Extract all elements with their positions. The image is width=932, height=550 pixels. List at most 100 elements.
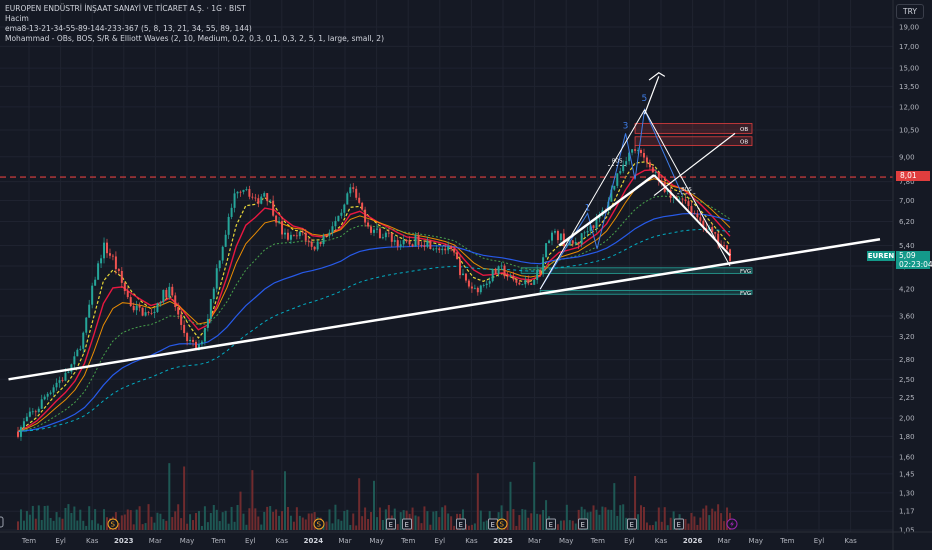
volume-bar (521, 509, 524, 530)
price-tick-label: 2,25 (899, 394, 915, 402)
candle-body (239, 191, 242, 193)
candle-body (269, 200, 272, 202)
volume-label[interactable]: Hacim (5, 14, 29, 23)
candle-body (37, 408, 40, 412)
volume-bar (192, 520, 195, 530)
candle-body (111, 255, 114, 257)
volume-bar (693, 516, 696, 530)
event-e-icon (456, 518, 466, 530)
volume-bar (260, 524, 263, 530)
candle-body (272, 200, 275, 216)
volume-bar (97, 523, 100, 530)
candle-body (556, 230, 559, 241)
candle-body (215, 268, 218, 289)
volume-bar (355, 525, 358, 530)
candle-body (373, 229, 375, 233)
candle-body (551, 232, 553, 241)
candle-body (402, 239, 405, 245)
volume-bar (367, 519, 370, 530)
time-tick-label: 2025 (493, 537, 513, 545)
candle-body (717, 233, 720, 245)
volume-bar (88, 506, 91, 530)
volume-bar (334, 504, 337, 530)
candle-body (485, 283, 488, 286)
currency-button[interactable]: TRY (896, 4, 924, 19)
ema-line (17, 228, 731, 433)
candle-body (625, 161, 628, 165)
volume-bar (444, 505, 447, 530)
volume-bar (375, 517, 378, 530)
volume-bar (34, 518, 37, 530)
price-tick-label: 1,45 (899, 470, 915, 478)
candle-body (203, 327, 206, 342)
trend-segment (558, 174, 655, 247)
arrow-head (648, 72, 666, 81)
candle-body (17, 431, 19, 437)
candle-body (242, 189, 245, 192)
candle-body (117, 269, 120, 271)
volume-bar (640, 505, 642, 530)
volume-bar (31, 505, 34, 530)
volume-bar (40, 519, 43, 530)
candle-body (224, 234, 227, 247)
candle-body (571, 240, 574, 244)
candle-body (411, 244, 414, 247)
candle-body (462, 273, 464, 276)
volume-bar (441, 507, 444, 530)
volume-bar (690, 512, 693, 530)
ema-lines (17, 161, 731, 433)
volume-bar (352, 513, 355, 530)
time-tick-label: Tem (210, 537, 225, 545)
time-tick-label: 2024 (304, 537, 324, 545)
candle-body (542, 257, 545, 275)
volume-bar (141, 524, 144, 530)
candle-body (456, 252, 459, 260)
volume-bar (263, 511, 266, 530)
wave-label: 5 (642, 94, 648, 104)
volume-bar (666, 525, 669, 530)
candle-body (82, 332, 85, 349)
candle-body (346, 193, 349, 205)
volume-bar (200, 525, 203, 530)
volume-bar (642, 506, 645, 530)
time-tick-label: 2023 (114, 537, 134, 545)
volume-bar (94, 509, 97, 530)
volume-bar (387, 505, 390, 530)
volume-bar (470, 524, 473, 530)
smc-indicator-label[interactable]: Mohammad - OBs, BOS, S/R & Elliott Waves… (5, 34, 385, 43)
zone-label: FVG (740, 291, 751, 297)
zone-label: OB (740, 127, 748, 133)
volume-bar (565, 504, 568, 530)
volume-bar (28, 514, 31, 530)
volume-bar (123, 514, 126, 530)
arrow-line (643, 76, 660, 115)
ema-indicator-label[interactable]: ema8-13-21-34-55-89-144-233-367 (5, 8, 1… (5, 24, 252, 33)
price-tick-label: 2,00 (899, 415, 915, 423)
volume-bar (76, 520, 79, 530)
candle-body (278, 221, 281, 223)
candle-body (574, 241, 577, 244)
event-e-icon: E (677, 521, 681, 529)
candle-body (254, 197, 257, 199)
candle-body (441, 248, 444, 251)
volume-bar (19, 509, 22, 530)
candle-body (482, 285, 485, 286)
volume-bar (527, 517, 530, 530)
price-axis[interactable]: 19,00 17,00 15,00 13,50 12,00 10,50 9,00 7,80 7,… (892, 0, 919, 550)
volume-bar (381, 520, 384, 530)
candle-body (634, 149, 637, 151)
symbol-title[interactable]: EUROPEN ENDÜSTRİ İNŞAAT SANAYİ VE TİCARE… (5, 4, 246, 13)
time-axis[interactable]: Tem Eyl Kas 2023 Mar May Tem Eyl Kas 2024 Mar May Te… (0, 531, 932, 545)
candle-body (76, 349, 79, 357)
symbol-tag: EUREN (867, 251, 895, 261)
candle-body (423, 245, 426, 247)
volume-bar (82, 520, 85, 530)
price-tick-label: 7,80 (899, 178, 915, 186)
volume-bar (598, 514, 601, 530)
volume-bar (601, 506, 604, 530)
volume-bar (568, 520, 571, 530)
time-tick-label: Mar (718, 537, 731, 545)
volume-bar (702, 508, 705, 530)
